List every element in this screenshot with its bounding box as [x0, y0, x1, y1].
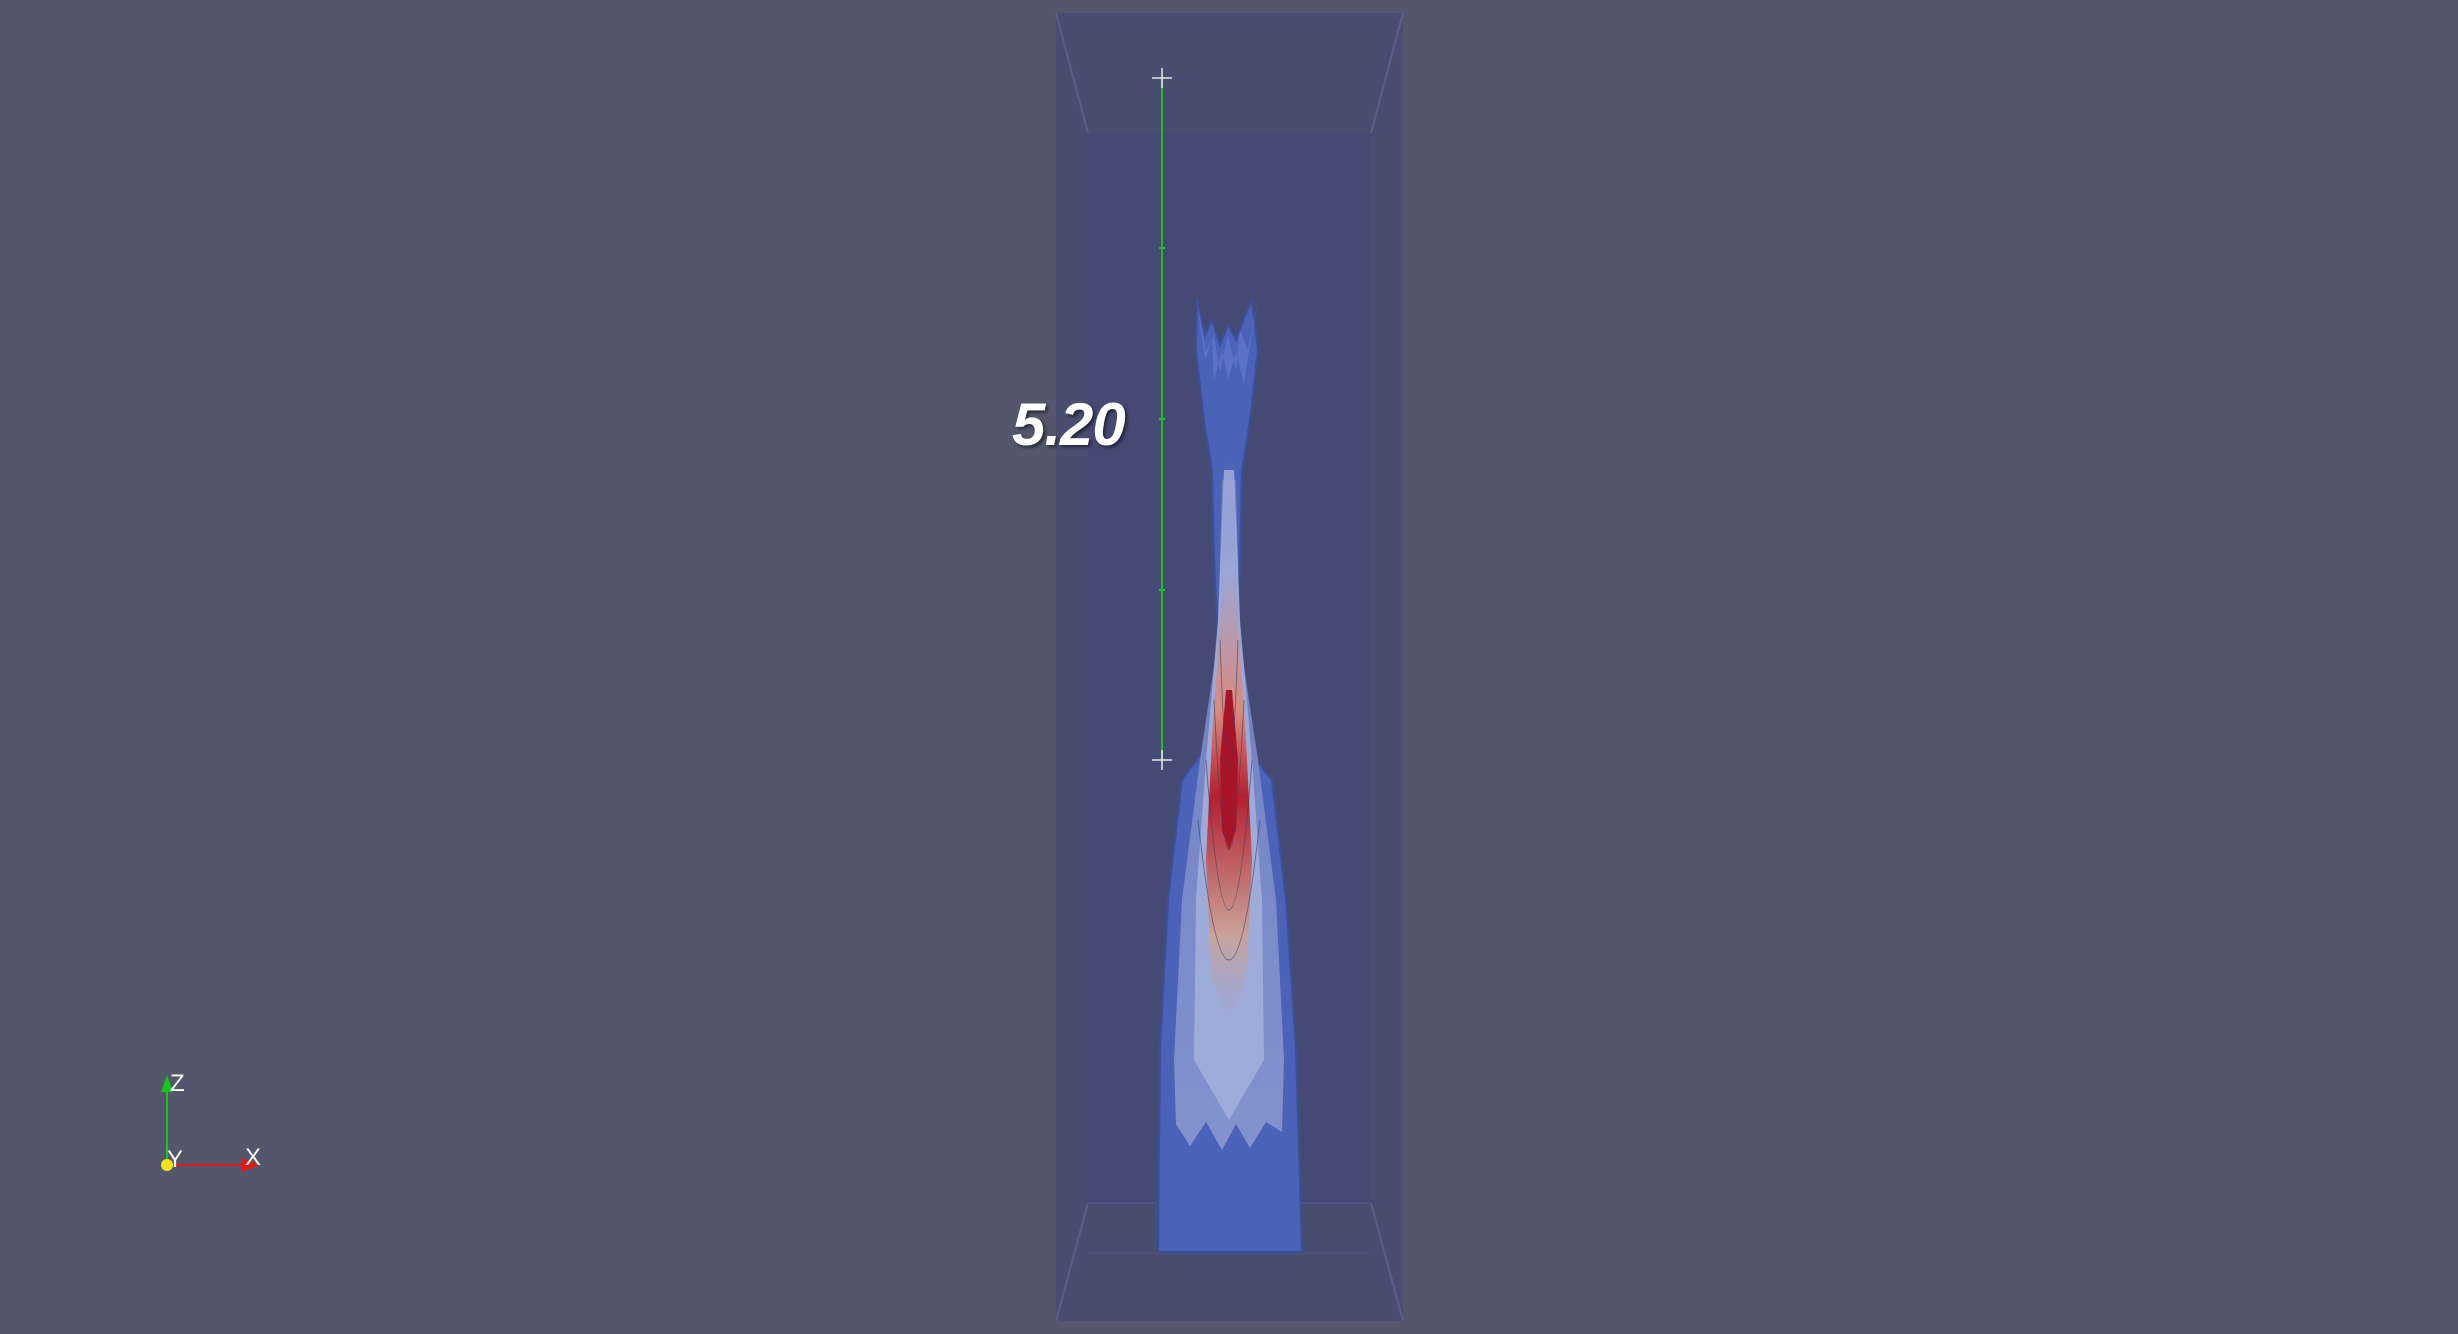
ruler-widget[interactable] [1152, 68, 1172, 770]
plume-isosurface[interactable] [1156, 296, 1304, 1253]
orientation-axes [161, 1075, 260, 1172]
axis-x-label: X [245, 1144, 262, 1171]
ruler-bottom-handle[interactable] [1152, 750, 1172, 770]
ruler-top-handle[interactable] [1152, 68, 1172, 88]
axis-z-arrow [161, 1075, 173, 1092]
plume-contours [1197, 639, 1261, 961]
axis-y-dot [161, 1159, 173, 1171]
axis-x-arrow [242, 1158, 260, 1172]
ruler-distance-label: 5.20 [1012, 391, 1126, 458]
plume-tip [1197, 300, 1258, 384]
axis-z-label: Z [170, 1070, 185, 1097]
axis-y-label: Y [167, 1146, 184, 1173]
